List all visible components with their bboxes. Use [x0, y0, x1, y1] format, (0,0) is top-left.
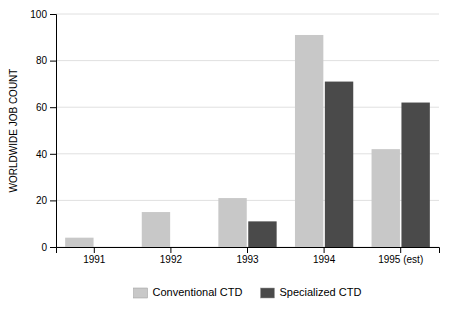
y-tick-mark [50, 200, 56, 201]
y-axis-title: WORLDWIDE JOB COUNT [8, 69, 19, 193]
y-tick-label: 100 [30, 9, 47, 20]
bar-series [248, 82, 430, 247]
x-tick-mark [94, 247, 95, 253]
x-tick-label: 1993 [236, 254, 259, 265]
bar [172, 247, 200, 248]
bar [325, 82, 353, 247]
bar [65, 238, 93, 247]
y-axis: 0 20 40 60 80 100 [30, 9, 56, 253]
grid [56, 14, 439, 247]
bar [248, 221, 276, 247]
y-tick: 0 [41, 242, 56, 253]
y-tick-mark [50, 154, 56, 155]
legend-swatch [260, 288, 274, 298]
y-tick-mark [50, 61, 56, 62]
y-tick-label: 40 [36, 149, 48, 160]
x-tick: 1994 [313, 247, 336, 265]
x-axis: 1991 1992 1993 1994 1995 (est) [57, 247, 440, 265]
bar-series [65, 35, 400, 247]
bar [401, 103, 429, 247]
x-tick-label: 1992 [160, 254, 183, 265]
x-tick-mark [247, 247, 248, 253]
x-tick: 1995 (est) [378, 247, 423, 265]
plot: 0 20 40 60 80 100 1991 1992 1993 1994 1995 (est) [30, 9, 439, 265]
x-tick-mark [324, 247, 325, 253]
legend-swatch [134, 288, 148, 298]
legend-item: Specialized CTD [260, 286, 361, 298]
bar [218, 198, 246, 247]
x-tick-label: 1991 [83, 254, 106, 265]
grid-line [56, 14, 439, 15]
grid-line [56, 60, 439, 61]
y-tick-label: 80 [36, 55, 48, 66]
bar [95, 247, 123, 248]
legend-label: Specialized CTD [279, 286, 361, 298]
y-tick-label: 60 [36, 102, 48, 113]
chart: 0 20 40 60 80 100 1991 1992 1993 1994 1995 (est) WO… [0, 0, 453, 309]
y-tick: 40 [36, 149, 56, 160]
y-tick-mark [50, 247, 56, 248]
y-tick: 60 [36, 102, 56, 113]
y-axis-line [50, 15, 57, 248]
x-tick: 1992 [160, 247, 183, 265]
legend-label: Conventional CTD [153, 286, 243, 298]
y-tick: 100 [30, 9, 56, 20]
y-tick-label: 20 [36, 195, 48, 206]
y-tick-label: 0 [41, 242, 47, 253]
bar [295, 35, 323, 247]
y-tick-mark [50, 14, 56, 15]
y-tick-mark [50, 107, 56, 108]
bar [142, 212, 170, 247]
grid-line [56, 107, 439, 108]
x-tick: 1991 [83, 247, 106, 265]
x-tick: 1993 [236, 247, 259, 265]
x-axis-line [57, 248, 440, 254]
y-tick: 80 [36, 55, 56, 66]
legend-item: Conventional CTD [134, 286, 243, 298]
legend: Conventional CTD Specialized CTD [134, 286, 362, 298]
y-tick: 20 [36, 195, 56, 206]
x-tick-mark [170, 247, 171, 253]
x-tick-label: 1995 (est) [378, 254, 423, 265]
bar [372, 149, 400, 247]
x-tick-mark [400, 247, 401, 253]
x-tick-label: 1994 [313, 254, 336, 265]
bars [65, 35, 430, 247]
